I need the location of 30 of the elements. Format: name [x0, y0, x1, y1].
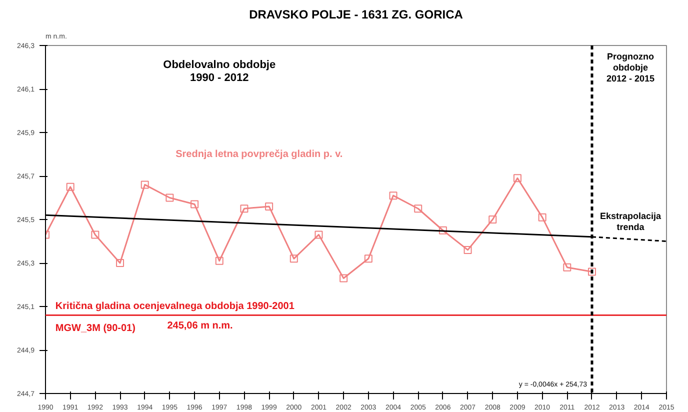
point — [240, 204, 248, 213]
annotation: Kritična gladina ocenjevalnega obdobja 1990-2001 — [55, 301, 295, 312]
annotation: MGW_3M (90-01) — [55, 322, 136, 334]
point — [66, 182, 74, 191]
point — [91, 230, 100, 239]
point — [414, 204, 422, 213]
point — [116, 259, 124, 267]
point — [290, 254, 298, 263]
point — [190, 200, 199, 208]
point — [215, 256, 224, 265]
point — [538, 213, 546, 222]
point — [314, 230, 323, 239]
point — [464, 246, 472, 254]
point — [140, 180, 149, 189]
point — [563, 263, 572, 272]
point — [438, 226, 447, 234]
annotation: Obdelovalno obdobje 1990 - 2012 — [163, 59, 276, 84]
point — [513, 174, 522, 182]
point — [488, 216, 497, 224]
point — [265, 202, 274, 210]
text: Srednja letna povprečja gladin p. v. — [176, 148, 343, 160]
point — [340, 274, 348, 282]
annotation: 245,06 m n.m. — [167, 320, 234, 332]
point — [389, 192, 398, 200]
point — [588, 268, 596, 276]
point — [364, 254, 372, 263]
annotation: Prognozno obdobje 2012 - 2015 — [606, 51, 655, 84]
point — [166, 194, 174, 202]
chart-title: DRAVSKO POLJE - 1631 ZG. GORICA — [249, 8, 464, 22]
annotation: Ekstrapolacija trenda — [600, 211, 662, 232]
